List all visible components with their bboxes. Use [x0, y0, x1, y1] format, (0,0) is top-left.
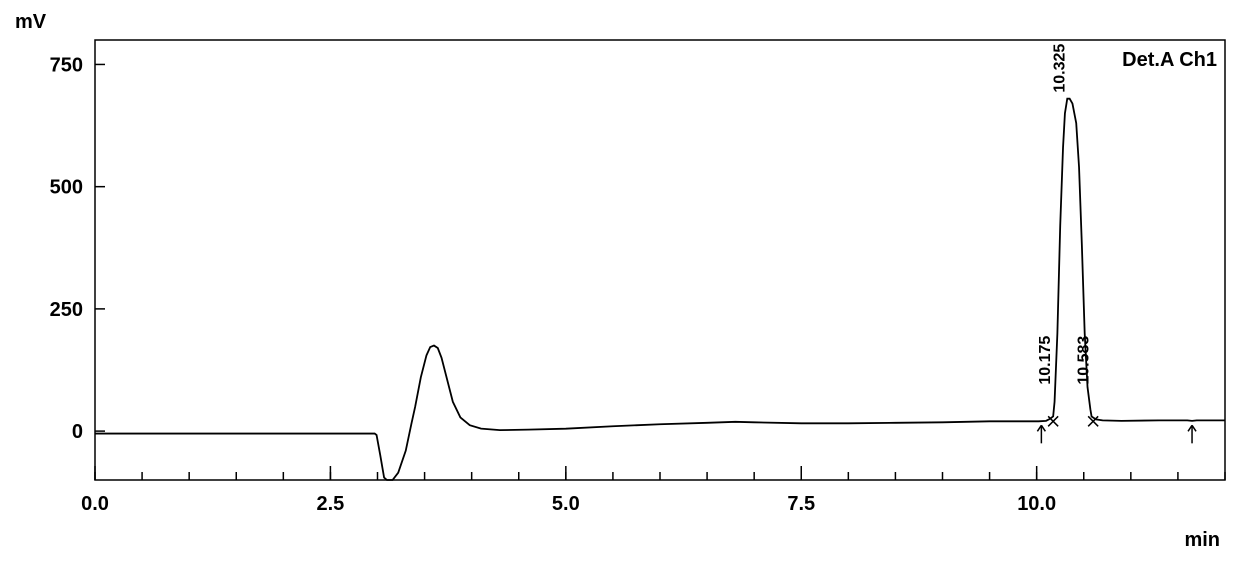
channel-label: Det.A Ch1 — [1122, 49, 1217, 71]
x-tick-label: 5.0 — [552, 493, 580, 515]
y-axis-unit: mV — [15, 11, 47, 33]
peak-label: 10.325 — [1051, 44, 1068, 93]
x-tick-label: 10.0 — [1017, 493, 1056, 515]
y-tick-label: 750 — [50, 54, 83, 76]
peak-label: 10.583 — [1076, 336, 1093, 385]
y-tick-label: 0 — [72, 421, 83, 443]
chart-svg: 0 250 500 750 0.0 2.5 5.0 7.5 10.0 mV min Det.A Ch1… — [0, 0, 1240, 564]
x-tick-label: 0.0 — [81, 493, 109, 515]
y-tick-label: 250 — [50, 299, 83, 321]
y-tick-label: 500 — [50, 177, 83, 199]
x-tick-label: 2.5 — [317, 493, 345, 515]
chromatogram-chart: 0 250 500 750 0.0 2.5 5.0 7.5 10.0 mV min Det.A Ch1… — [0, 0, 1240, 564]
x-axis-unit: min — [1184, 529, 1220, 551]
x-tick-label: 7.5 — [787, 493, 815, 515]
peak-label: 10.175 — [1037, 336, 1054, 385]
